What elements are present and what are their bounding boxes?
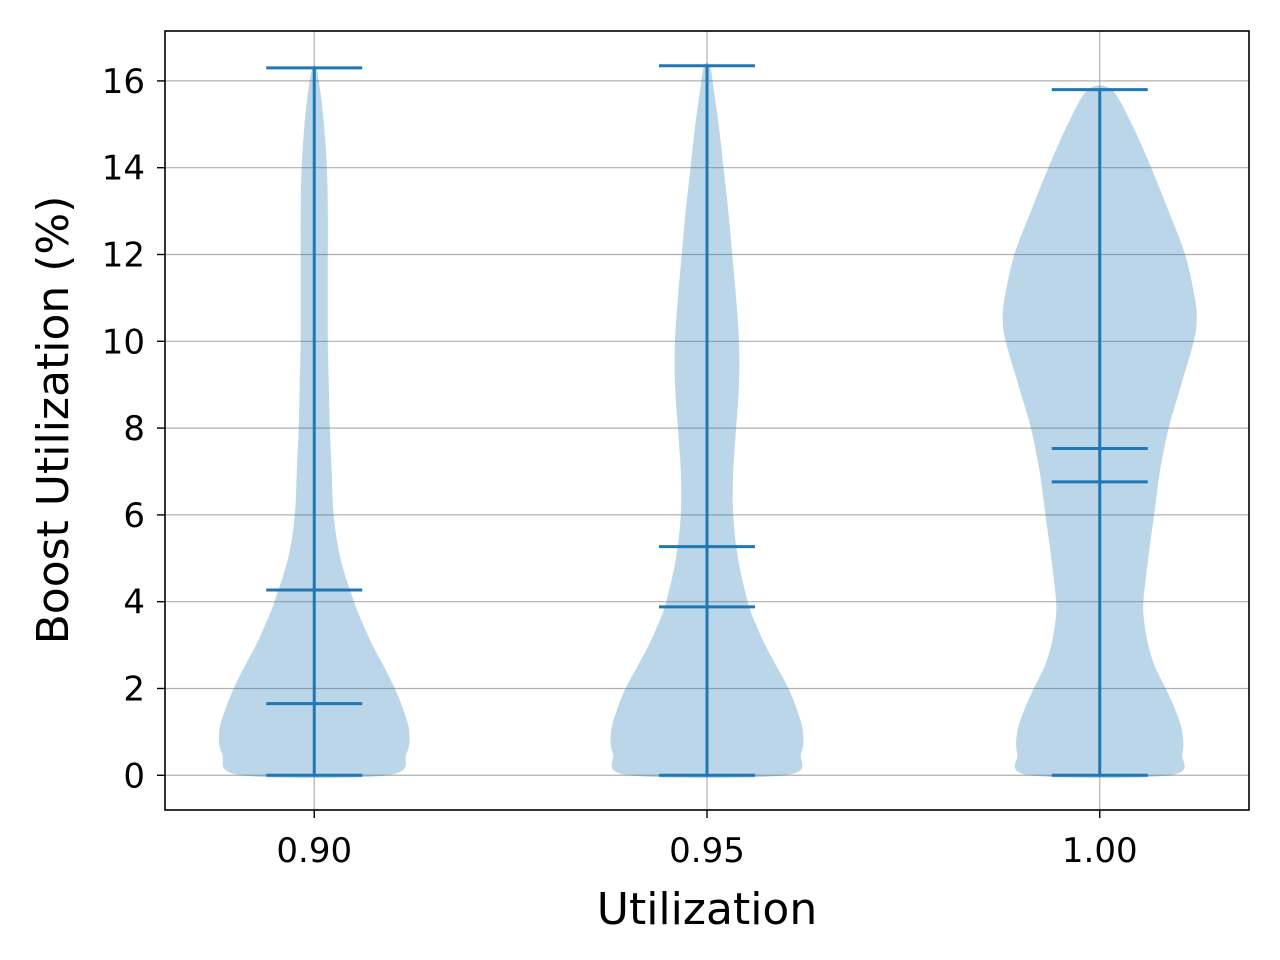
- x-tick-label: 0.95: [669, 831, 745, 871]
- y-tick-label: 12: [102, 236, 145, 276]
- y-axis-label: Boost Utilization (%): [28, 196, 79, 645]
- y-tick-label: 10: [102, 322, 145, 362]
- x-tick-label: 0.90: [276, 831, 352, 871]
- y-tick-label: 2: [123, 669, 145, 709]
- y-tick-label: 8: [123, 409, 145, 449]
- y-tick-label: 6: [123, 496, 145, 536]
- violin-stat-lines: [266, 64, 1148, 777]
- x-axis-label: Utilization: [597, 884, 817, 935]
- y-tick-label: 0: [123, 756, 145, 796]
- y-tick-label: 14: [102, 149, 145, 189]
- y-tick-label: 4: [123, 583, 145, 623]
- y-tick-label: 16: [102, 62, 145, 102]
- axis-ticks: 0 2 4 6 8 10 12 14 16 0.90 0.95 1.00: [102, 62, 1138, 871]
- x-tick-label: 1.00: [1062, 831, 1138, 871]
